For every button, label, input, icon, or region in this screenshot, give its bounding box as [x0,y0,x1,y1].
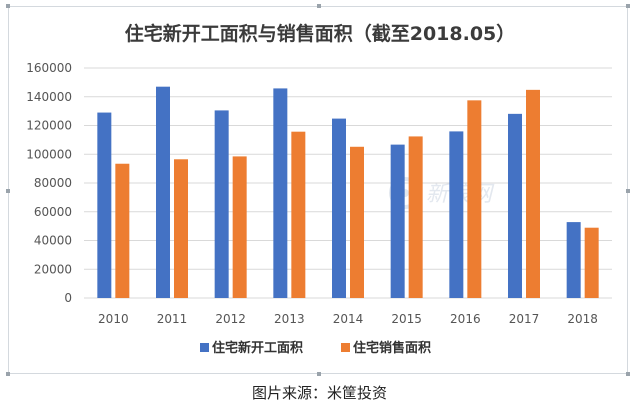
bar-series-2-2013[interactable] [291,131,306,298]
chart-title: 住宅新开工面积与销售面积（截至2018.05） [125,22,516,45]
bar-series-1-2013[interactable] [273,88,288,298]
x-tick-label: 2010 [98,312,129,326]
bar-series-1-2017[interactable] [508,113,522,298]
bar-series-2-2016[interactable] [467,100,482,298]
bar-series-1-2016[interactable] [449,131,464,298]
image-source-caption: 图片来源：米筐投资 [251,384,387,402]
y-tick-label: 120000 [26,119,72,133]
legend-swatch-series-2 [341,343,350,352]
legend-swatch-series-1 [200,343,209,352]
bar-series-2-2018[interactable] [584,227,599,298]
y-tick-label: 40000 [34,234,72,248]
bar-series-2-2017[interactable] [526,89,540,298]
resize-handle-top-left[interactable] [6,4,10,8]
bar-series-2-2015[interactable] [408,136,423,298]
y-tick-label: 0 [64,291,72,305]
resize-handle-middle-right[interactable] [626,189,630,193]
bar-series-1-2010[interactable] [97,112,112,298]
legend-label-series-2: 住宅销售面积 [353,340,431,356]
bar-series-1-2014[interactable] [332,118,346,298]
y-tick-label: 80000 [34,176,72,190]
bar-series-2-2011[interactable] [174,159,188,298]
bar-series-2-2012[interactable] [232,156,247,298]
bar-series-1-2011[interactable] [156,86,170,298]
bars [97,86,599,298]
resize-handle-top-right[interactable] [626,4,630,8]
resize-handle-bottom-center[interactable] [317,372,321,376]
resize-handle-bottom-left[interactable] [6,372,10,376]
y-axis-ticks: 0 20000 40000 60000 80000 100000 120000 140000 1… [26,61,72,305]
x-axis-ticks: 2010 2011 2012 2013 2014 2015 2016 2017 2018 [98,312,598,326]
y-tick-label: 100000 [26,147,72,161]
x-tick-label: 2015 [391,312,422,326]
resize-handle-top-center[interactable] [317,4,321,8]
legend-label-series-1: 住宅新开工面积 [212,340,303,356]
x-tick-label: 2012 [215,312,246,326]
y-tick-label: 60000 [34,205,72,219]
y-tick-label: 20000 [34,262,72,276]
bar-chart: 新浪网 020000400006000080000100000120000140… [26,22,612,356]
x-tick-label: 2017 [509,312,540,326]
x-tick-label: 2014 [333,312,364,326]
x-tick-label: 2013 [274,312,305,326]
resize-handle-middle-left[interactable] [6,189,10,193]
y-tick-label: 160000 [26,61,72,75]
x-tick-label: 2016 [450,312,481,326]
bar-series-2-2010[interactable] [115,163,130,298]
gridlines [84,67,612,299]
x-tick-label: 2011 [157,312,188,326]
resize-handle-bottom-right[interactable] [626,372,630,376]
y-tick-label: 140000 [26,90,72,104]
bar-series-2-2014[interactable] [350,146,364,298]
bar-series-1-2015[interactable] [390,144,405,298]
legend: 住宅新开工面积 住宅销售面积 [200,340,431,356]
x-tick-label: 2018 [567,312,598,326]
bar-series-1-2012[interactable] [214,110,229,298]
bar-series-1-2018[interactable] [566,222,581,298]
